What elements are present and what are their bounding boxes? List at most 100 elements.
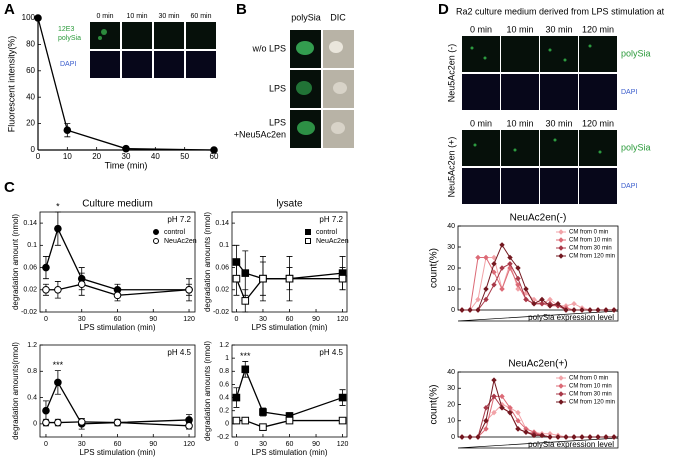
marker xyxy=(34,14,42,22)
marker xyxy=(338,274,347,283)
chart: -0.02 0.02 0.06 0.1 0.14 0 30 60 90 120 LPS stimul… xyxy=(11,199,197,332)
marker xyxy=(42,406,50,415)
marker xyxy=(515,409,521,416)
x-tick-label: 90 xyxy=(149,441,157,448)
chart: -0.02 0.02 0.06 0.1 0.14 0 30 60 90 120 LPS stimul… xyxy=(203,199,349,332)
y-tick-label: 20 xyxy=(26,119,35,128)
x-axis-label: polySia expression level xyxy=(528,440,614,449)
x-tick-label: 50 xyxy=(180,152,189,161)
legend-marker xyxy=(153,238,159,244)
marker xyxy=(539,432,545,439)
x-tick-label: 60 xyxy=(114,316,122,323)
marker xyxy=(54,418,62,427)
marker xyxy=(483,405,489,411)
panel-label: D xyxy=(438,1,449,18)
marker xyxy=(491,254,497,261)
marker xyxy=(77,280,86,289)
y-axis-label: count(%) xyxy=(429,384,440,424)
expression-ramp xyxy=(457,310,619,322)
legend-label: CM from 10 min xyxy=(569,238,612,244)
marker xyxy=(515,286,521,292)
image xyxy=(540,36,578,72)
marker xyxy=(507,254,513,261)
y-tick-label: 0 xyxy=(451,307,455,314)
image xyxy=(579,130,617,166)
chart: 0 0.4 0.8 1.2 0 30 60 90 120 LPS stimulation (min… xyxy=(11,342,196,457)
marker xyxy=(531,300,537,307)
legend-marker xyxy=(558,245,564,251)
panel-a-images: 0 min 10 min 30 min 60 min 12E3 polySia … xyxy=(58,13,216,78)
legend-label: CM from 10 min xyxy=(569,384,612,390)
image-signal xyxy=(470,46,474,50)
x-tick-label: 0 xyxy=(234,316,238,323)
series-line xyxy=(37,17,215,151)
image xyxy=(540,74,578,110)
panel-d-images: Ra2 culture medium derived from LPS stim… xyxy=(446,6,665,204)
marker xyxy=(475,254,481,261)
column-label: 10 min xyxy=(506,118,533,128)
image xyxy=(579,36,617,72)
cell xyxy=(296,41,314,55)
x-axis-label: LPS stimulation (min) xyxy=(251,323,327,332)
y-tick-label: 0.02 xyxy=(215,287,229,294)
y-axis-label: degradation amounts(nmol) xyxy=(11,342,20,440)
marker xyxy=(491,282,497,288)
y-tick-label: -0.02 xyxy=(21,309,37,316)
image-signal xyxy=(101,29,107,35)
row-label: LPS xyxy=(269,117,286,127)
marker xyxy=(507,261,513,267)
group-label: Neu5Ac2en (+) xyxy=(446,137,456,198)
legend-label: CM from 0 min xyxy=(569,376,608,382)
y-tick-label: 0.8 xyxy=(219,368,229,375)
marker xyxy=(285,274,294,283)
x-tick-label: 0 xyxy=(36,152,41,161)
y-tick-label: 0 xyxy=(451,434,455,441)
x-tick-label: 90 xyxy=(312,316,320,323)
image xyxy=(540,168,578,204)
column-label: 30 min xyxy=(545,24,572,34)
marker xyxy=(611,434,617,440)
y-axis-label: degradation amounts (nmol) xyxy=(203,212,212,312)
marker xyxy=(475,296,481,303)
significance: *** xyxy=(53,360,64,370)
marker xyxy=(595,307,601,313)
image xyxy=(90,51,120,78)
x-tick-label: 30 xyxy=(122,152,131,161)
y-tick-label: 0.8 xyxy=(27,368,37,375)
cell xyxy=(331,122,345,134)
channel-label: polySia xyxy=(621,48,651,58)
x-tick-label: 0 xyxy=(44,316,48,323)
marker xyxy=(77,418,86,426)
marker xyxy=(285,416,294,425)
legend-label: CM from 0 min xyxy=(569,230,608,236)
panel-b: polySia DIC w/o LPS LPS LPS +Neu5Ac2en xyxy=(234,12,354,148)
image xyxy=(579,74,617,110)
marker xyxy=(54,378,62,387)
x-tick-label: 120 xyxy=(337,441,349,448)
image xyxy=(186,22,216,49)
legend: control NeuAc2en xyxy=(153,229,197,245)
image-signal xyxy=(513,148,517,152)
image-signal xyxy=(598,150,602,154)
marker xyxy=(587,307,593,313)
marker xyxy=(515,426,521,432)
marker xyxy=(232,416,241,425)
marker xyxy=(483,254,489,261)
marker xyxy=(210,146,218,154)
y-tick-label: 0.4 xyxy=(27,394,37,401)
marker xyxy=(483,418,489,424)
x-tick-label: 30 xyxy=(78,316,86,323)
marker xyxy=(539,296,545,303)
column-label: 120 min xyxy=(582,24,614,34)
cell xyxy=(329,41,343,53)
marker xyxy=(259,408,267,416)
y-tick-label: 40 xyxy=(447,223,455,230)
y-tick-label: -0.02 xyxy=(213,309,229,316)
marker xyxy=(459,307,465,313)
legend: CM from 0 min CM from 10 min CM from 30 mi… xyxy=(556,375,615,406)
x-axis-label: polySia expression level xyxy=(528,313,614,322)
chart: 0 10 20 30 40 polySia expression level count(%… xyxy=(429,213,619,322)
marker xyxy=(185,285,193,294)
marker xyxy=(491,377,497,383)
